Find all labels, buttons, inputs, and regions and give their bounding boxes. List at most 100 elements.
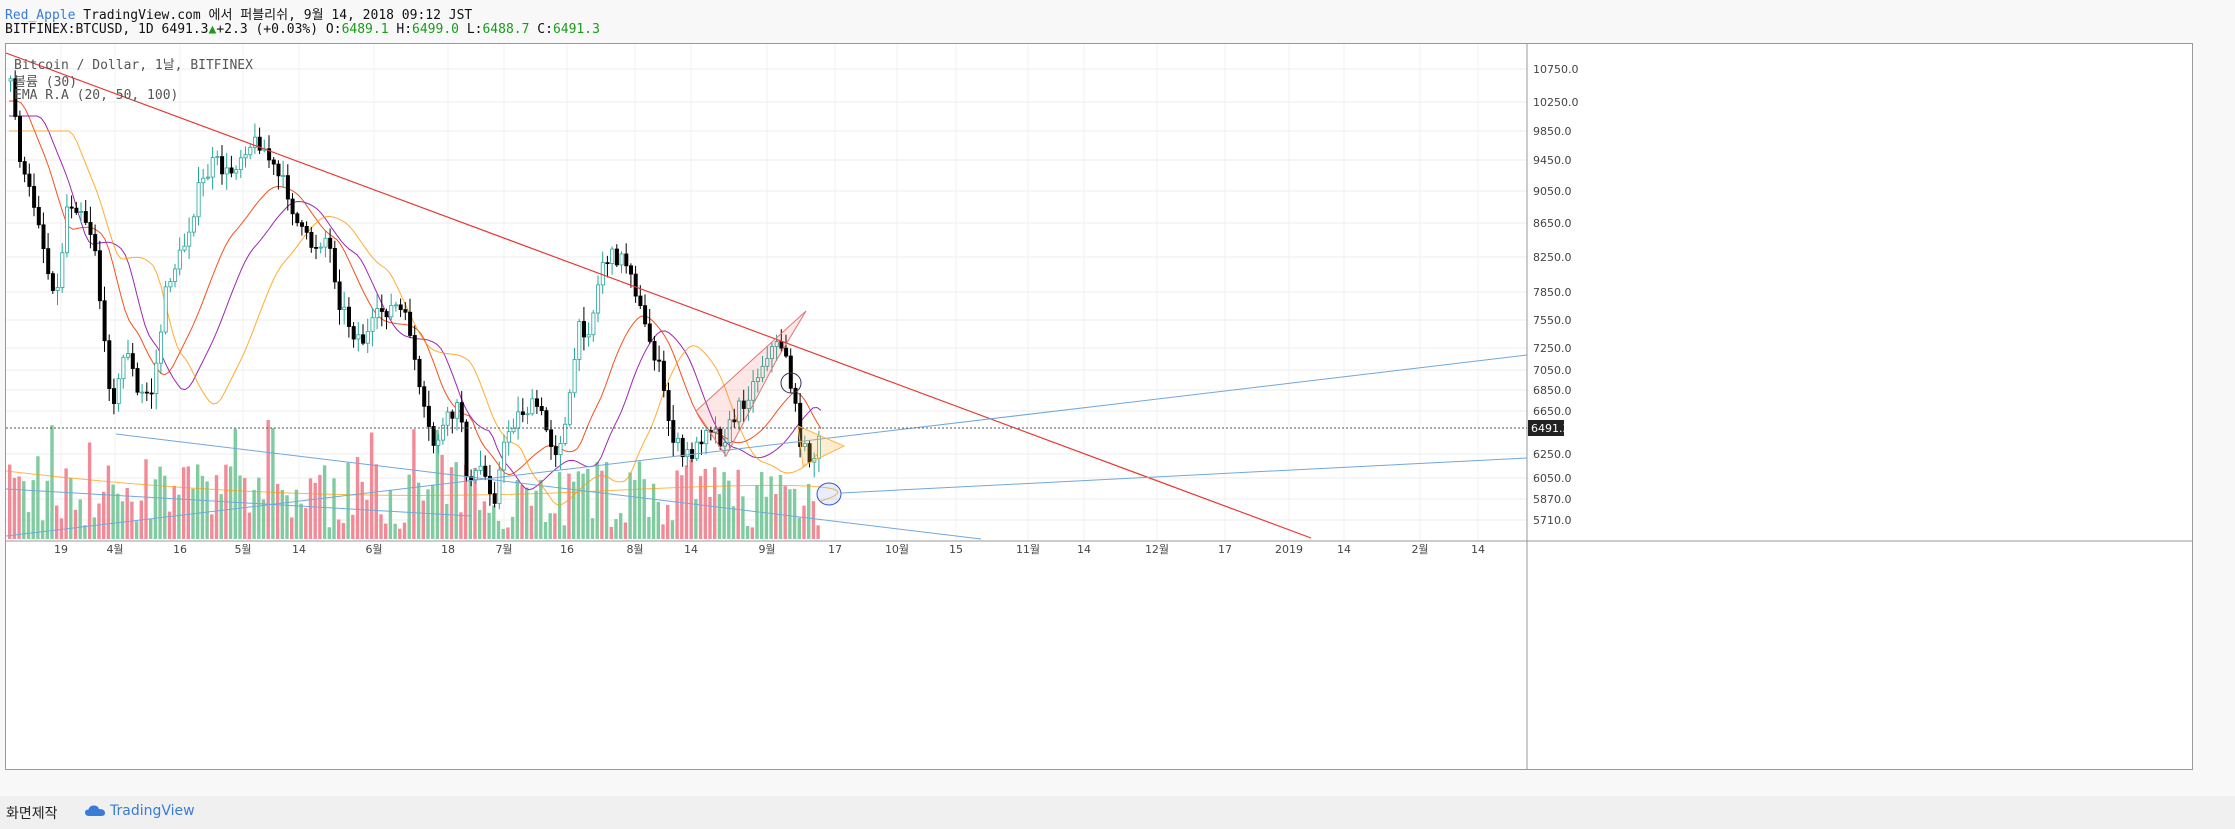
volume-bar (769, 476, 773, 539)
volume-bar (642, 479, 646, 539)
ema-100-line (9, 130, 822, 506)
candle-body (224, 167, 229, 175)
candle-body (346, 306, 351, 327)
candle-body (252, 136, 257, 148)
x-tick-label: 17 (828, 543, 842, 556)
high-value: 6499.0 (412, 22, 459, 37)
volume-bar (553, 513, 557, 539)
chart-canvas[interactable]: 11250.010750.010250.09850.09450.09050.08… (6, 44, 2193, 770)
volume-bar (308, 478, 313, 539)
volume-bar (78, 499, 82, 539)
candle-body (215, 156, 220, 159)
close-label: C: (537, 22, 553, 37)
volume-bar (266, 420, 270, 539)
volume-bar (384, 523, 388, 539)
volume-bar (539, 479, 543, 539)
volume-bar (520, 485, 524, 539)
candle-body (492, 493, 497, 504)
last-price-label: 6491.3 (1531, 422, 1570, 435)
candle-body (389, 304, 394, 318)
candle-body (671, 420, 676, 443)
candle-body (436, 439, 441, 446)
candle-body (36, 207, 41, 226)
footer: 화면제작 TradingView (0, 796, 2235, 829)
candle-body (361, 334, 366, 344)
red-downtrend-line (6, 52, 1312, 539)
candle-body (487, 475, 492, 495)
candle-body (83, 211, 88, 223)
volume-bar (557, 472, 562, 539)
volume-bar (69, 477, 73, 539)
candle-body (79, 211, 84, 213)
volume-bar (294, 489, 299, 539)
low-value: 6488.7 (482, 22, 530, 37)
chart-title: Bitcoin / Dollar, 1날, BITFINEX (14, 58, 253, 73)
volume-bar (440, 454, 444, 539)
y-tick-label: 7050.0 (1533, 364, 1572, 377)
volume-bar (675, 470, 679, 539)
volume-bar (478, 510, 482, 539)
candle-body (746, 399, 751, 409)
y-tick-label: 9850.0 (1533, 125, 1572, 138)
candle-body (126, 353, 131, 358)
volume-bar (722, 472, 726, 539)
volume-bar (600, 470, 604, 539)
candle-body (520, 411, 525, 415)
publish-header: Red_Apple TradingView.com 에서 퍼블리쉬, 9월 14… (5, 4, 472, 23)
volume-bar (774, 494, 778, 539)
high-label: H: (396, 22, 413, 37)
volume-bar (59, 518, 64, 539)
volume-bar (487, 512, 491, 539)
volume-bar (247, 512, 252, 539)
volume-bar (290, 517, 294, 539)
volume-legend: 볼륨 (30) (14, 75, 78, 90)
x-tick-label: 2019 (1275, 543, 1303, 556)
volume-bar (200, 475, 205, 539)
candle-body (713, 428, 718, 433)
candle-body (328, 237, 333, 249)
candle-body (751, 381, 756, 401)
candle-body (685, 449, 690, 458)
volume-bar (360, 481, 364, 539)
candle-body (379, 308, 384, 312)
x-tick-label: 5월 (234, 543, 251, 556)
volume-bar (280, 489, 284, 539)
volume-bar (12, 477, 17, 539)
volume-bar (764, 496, 769, 539)
y-tick-label: 7850.0 (1533, 286, 1572, 299)
x-tick-label: 8월 (626, 543, 643, 556)
volume-bar (186, 466, 190, 539)
volume-bar (285, 495, 289, 539)
candle-body (398, 304, 403, 311)
chart-area[interactable]: 11250.010750.010250.09850.09450.09050.08… (5, 43, 2193, 770)
candle-body (384, 311, 389, 318)
candle-body (168, 281, 173, 288)
volume-bar (351, 514, 355, 539)
author-link[interactable]: Red_Apple (5, 8, 76, 23)
volume-bar (45, 480, 49, 539)
tradingview-link[interactable]: TradingView (110, 803, 195, 819)
last-price: 6491.3 (161, 22, 209, 37)
candle-body (572, 358, 577, 394)
volume-bar (346, 462, 350, 539)
x-tick-label: 14 (292, 543, 306, 556)
candle-body (582, 321, 587, 338)
volume-bar (17, 476, 21, 539)
candle-body (770, 346, 775, 359)
volume-bar (210, 514, 214, 539)
candle-body (647, 323, 652, 342)
volume-bar (365, 499, 369, 539)
candle-body (741, 400, 746, 409)
candle-body (285, 175, 290, 200)
x-tick-label: 14 (1337, 543, 1351, 556)
candle-body (408, 311, 413, 336)
volume-bar (661, 524, 665, 539)
volume-bar (496, 520, 501, 539)
volume-bar (64, 468, 68, 539)
candle-body (755, 377, 760, 382)
volume-bar (134, 521, 139, 539)
candle-body (8, 78, 13, 82)
y-tick-label: 6050.0 (1533, 472, 1572, 485)
volume-bar (783, 486, 787, 539)
volume-bar (459, 512, 463, 539)
